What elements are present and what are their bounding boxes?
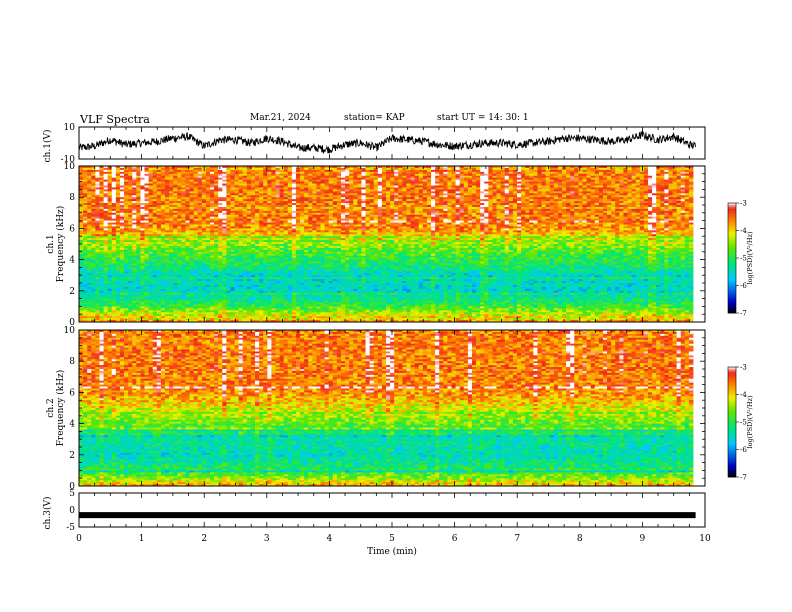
y-tick-label: 10: [64, 123, 76, 133]
ch1-y-axis-label: ch.1(V): [42, 130, 53, 163]
ch1-voltage-trace: [79, 132, 696, 153]
